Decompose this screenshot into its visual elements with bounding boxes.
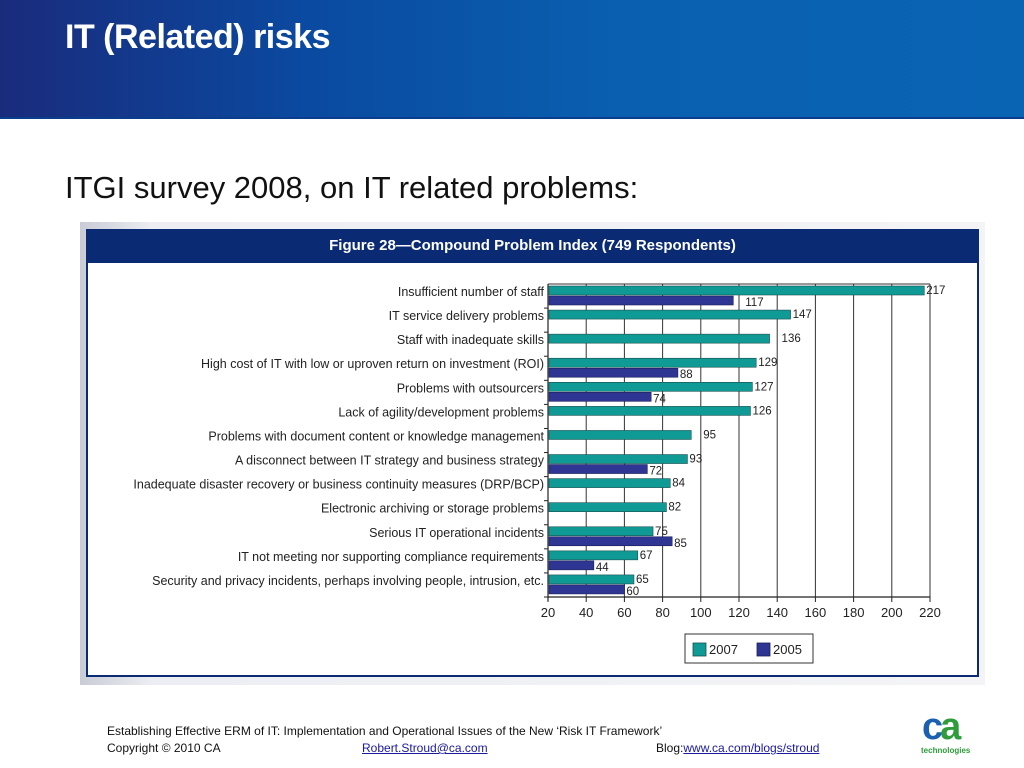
data-label-2005: 88 [680, 369, 693, 381]
category-label: Electronic archiving or storage problems [321, 502, 544, 516]
data-label-2005: 44 [596, 562, 609, 574]
bar-2007 [548, 454, 688, 464]
footer-email-link[interactable]: Robert.Stroud@ca.com [362, 741, 488, 755]
category-label: Serious IT operational incidents [369, 526, 544, 540]
data-label-2007: 126 [752, 405, 771, 417]
legend-label-2005: 2005 [773, 642, 802, 657]
data-label-2005: 60 [626, 586, 639, 598]
x-tick-label: 220 [919, 605, 941, 620]
data-label-2007: 147 [793, 309, 812, 321]
data-label-2007: 67 [640, 550, 653, 562]
x-tick-label: 140 [766, 605, 788, 620]
bar-2007 [548, 357, 757, 368]
category-label: High cost of IT with low or uproven retu… [201, 357, 544, 371]
data-label-2007: 82 [668, 502, 681, 514]
category-label: IT service delivery problems [389, 309, 544, 323]
footer-blog-link[interactable]: www.ca.com/blogs/stroud [683, 741, 820, 755]
x-tick-label: 40 [579, 605, 593, 620]
bar-2007 [548, 430, 692, 440]
x-tick-label: 200 [881, 605, 903, 620]
data-label-2005: 85 [674, 538, 687, 550]
data-label-2007: 75 [655, 526, 668, 538]
data-label-2007: 84 [672, 478, 685, 490]
x-tick-label: 180 [843, 605, 865, 620]
bar-2007 [548, 526, 654, 537]
data-label-2005: 117 [745, 297, 763, 309]
bar-2007 [548, 478, 671, 488]
bar-2007 [548, 309, 791, 320]
data-label-2007: 129 [758, 357, 777, 369]
category-label: A disconnect between IT strategy and bus… [235, 454, 545, 468]
bar-2007 [548, 285, 925, 296]
category-label: Security and privacy incidents, perhaps … [152, 574, 544, 588]
category-label: Insufficient number of staff [398, 285, 545, 299]
bar-2005 [548, 367, 679, 378]
bar-2007 [548, 502, 667, 512]
x-tick-label: 160 [805, 605, 827, 620]
x-tick-label: 120 [728, 605, 750, 620]
bar-2005 [548, 560, 595, 571]
category-label: Inadequate disaster recovery or business… [133, 478, 544, 492]
data-label-2007: 93 [689, 454, 702, 466]
slide-subtitle: ITGI survey 2008, on IT related problems… [65, 170, 639, 205]
ca-logo-mark: ca [922, 706, 961, 748]
bar-2007 [548, 574, 635, 585]
data-label-2007: 65 [636, 574, 649, 586]
bar-2005 [548, 584, 625, 595]
figure-title-bar: Figure 28—Compound Problem Index (749 Re… [88, 231, 977, 263]
category-label: Problems with document content or knowle… [208, 429, 544, 443]
slide-header: IT (Related) risks [0, 0, 1024, 119]
figure-title: Figure 28—Compound Problem Index (749 Re… [329, 237, 736, 254]
x-tick-label: 100 [690, 605, 712, 620]
x-tick-label: 80 [655, 605, 669, 620]
bar-2005 [548, 536, 673, 547]
data-label-2007: 217 [926, 285, 945, 297]
category-label: IT not meeting nor supporting compliance… [238, 550, 544, 564]
legend-swatch-2007 [692, 642, 707, 657]
bar-2005 [548, 295, 734, 306]
x-tick-label: 60 [617, 605, 631, 620]
footer-blog: Blog:www.ca.com/blogs/stroud [656, 741, 819, 755]
bar-2005 [548, 464, 648, 474]
ca-technologies-logo: ca technologies [918, 706, 978, 762]
legend-label-2007: 2007 [709, 642, 738, 657]
bar-2007 [548, 406, 751, 416]
bar-2005 [548, 392, 652, 402]
data-label-2007: 127 [754, 381, 773, 393]
slide-title: IT (Related) risks [65, 18, 330, 56]
footer-copyright: Copyright © 2010 CA [107, 741, 221, 755]
category-label: Staff with inadequate skills [397, 333, 544, 347]
bar-2007 [548, 382, 753, 392]
data-label-2007: 136 [782, 333, 801, 345]
figure-panel: Figure 28—Compound Problem Index (749 Re… [86, 229, 979, 677]
data-label-2005: 74 [653, 393, 666, 405]
category-label: Lack of agility/development problems [338, 405, 544, 419]
footer-blog-label: Blog: [656, 741, 684, 755]
category-label: Problems with outsourcers [397, 381, 544, 395]
data-label-2007: 95 [703, 429, 716, 441]
legend-swatch-2005 [756, 642, 771, 657]
data-label-2005: 72 [649, 466, 662, 478]
x-tick-label: 20 [541, 605, 555, 620]
logo-tagline: technologies [921, 746, 971, 755]
bar-2007 [548, 333, 770, 344]
bar-2007 [548, 550, 639, 561]
footer-presentation-title: Establishing Effective ERM of IT: Implem… [107, 724, 663, 738]
